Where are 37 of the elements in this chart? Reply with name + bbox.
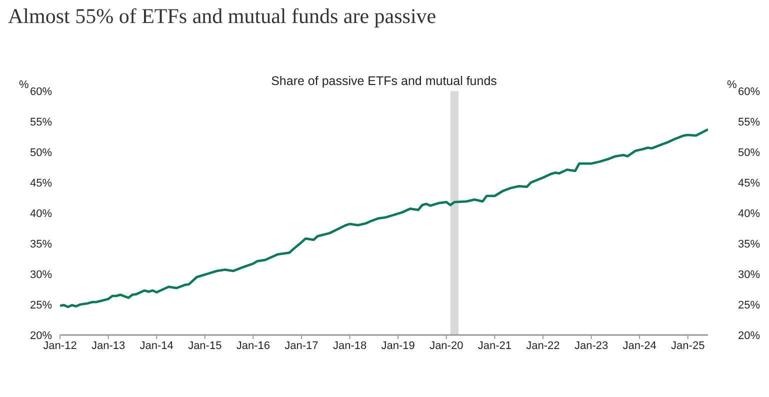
y-tick-label: 40% [30, 208, 52, 220]
y-tick-label: 60% [30, 86, 52, 98]
y2-tick-label: 40% [738, 208, 760, 220]
y2-tick-label: 55% [738, 116, 760, 128]
line-series [60, 128, 708, 308]
x-tick-label: Jan-14 [140, 340, 174, 352]
y-tick-label: 20% [30, 330, 52, 342]
x-tick-label: Jan-19 [381, 340, 415, 352]
x-tick-label: Jan-12 [43, 340, 77, 352]
y-tick-label: 55% [30, 116, 52, 128]
x-tick-label: Jan-20 [430, 340, 464, 352]
y2-tick-label: 50% [738, 146, 760, 159]
y-tick-label: 35% [30, 238, 52, 250]
y2-tick-label: 45% [738, 177, 760, 190]
x-tick-label: Jan-18 [332, 340, 367, 352]
x-tick-label: Jan-25 [671, 340, 705, 352]
y2-tick-label: 25% [738, 299, 760, 312]
y-tick-label: 45% [30, 177, 52, 190]
y2-tick-label: 60% [738, 86, 760, 98]
y-tick-label: 50% [30, 146, 52, 159]
x-tick-label: Jan-13 [91, 340, 126, 352]
x-tick-label: Jan-16 [236, 340, 270, 352]
x-tick-label: Jan-21 [478, 340, 512, 352]
x-tick-label: Jan-15 [188, 340, 222, 352]
y-tick-label: 30% [30, 268, 52, 281]
chart-subtitle: Share of passive ETFs and mutual funds [270, 74, 498, 88]
y2-tick-label: 30% [738, 268, 760, 281]
x-tick-label: Jan-17 [284, 340, 318, 352]
y-tick-label: 25% [30, 299, 52, 312]
y2-axis-title: % [727, 78, 737, 91]
y2-tick-label: 35% [738, 238, 760, 250]
y-axis-title: % [19, 78, 29, 91]
x-tick-label: Jan-22 [526, 340, 560, 352]
x-tick-label: Jan-24 [622, 340, 656, 352]
chart-title: Almost 55% of ETFs and mutual funds are passive [8, 4, 436, 29]
x-tick-label: Jan-23 [574, 340, 608, 352]
y2-tick-label: 20% [738, 330, 760, 342]
